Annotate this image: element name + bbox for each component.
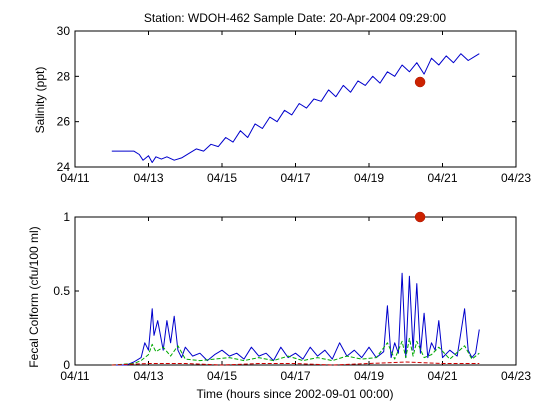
x-tick-label: 04/13	[133, 171, 163, 185]
y-tick-label: 28	[57, 69, 71, 83]
series-line-1	[111, 337, 480, 366]
x-tick-label: 04/15	[207, 171, 237, 185]
x-tick-label: 04/21	[427, 171, 457, 185]
series-line-2	[111, 361, 480, 366]
series-line-0	[111, 53, 480, 163]
x-tick-label: 04/11	[60, 171, 89, 185]
series-group-fecal-coliform	[111, 211, 480, 366]
x-tick-label: 04/11	[60, 369, 89, 383]
sample-point	[414, 76, 426, 88]
y-tick-label: 30	[57, 24, 71, 38]
x-tick-label: 04/21	[427, 369, 457, 383]
ticks-salinity: 04/11 04/13 04/15 04/17 04/19 04/21 04/23 24 26 2…	[57, 24, 532, 185]
y-tick-label: 0.5	[53, 284, 70, 298]
x-tick-label: 04/19	[354, 171, 384, 185]
chart-title: Station: WDOH-462 Sample Date: 20-Apr-20…	[144, 11, 446, 25]
series-line-0	[111, 272, 480, 366]
series-group-salinity	[111, 53, 480, 163]
sample-point	[414, 211, 426, 223]
y-axis-label-fecal-coliform: Fecal Colform (cfu/100 ml)	[27, 226, 41, 367]
x-tick-label: 04/15	[207, 369, 237, 383]
y-axis-label-salinity: Salinity (ppt)	[33, 67, 47, 134]
y-tick-label: 24	[57, 160, 71, 174]
x-axis-label: Time (hours since 2002-09-01 00:00)	[197, 387, 394, 401]
y-tick-label: 0	[63, 358, 70, 372]
y-tick-label: 1	[63, 210, 70, 224]
x-tick-label: 04/13	[133, 369, 163, 383]
ticks-fecal-coliform: 04/11 04/13 04/15 04/17 04/19 04/21 04/23 0 0.5 1	[53, 210, 531, 383]
x-tick-label: 04/17	[280, 171, 310, 185]
x-tick-label: 04/23	[501, 369, 531, 383]
y-tick-label: 26	[57, 115, 71, 129]
x-tick-label: 04/17	[280, 369, 310, 383]
x-tick-label: 04/19	[354, 369, 384, 383]
salinity-panel: Station: WDOH-462 Sample Date: 20-Apr-20…	[33, 11, 531, 185]
fecal-coliform-panel: Fecal Colform (cfu/100 ml) 04/11 04/13 04/…	[27, 210, 531, 401]
x-tick-label: 04/23	[501, 171, 531, 185]
